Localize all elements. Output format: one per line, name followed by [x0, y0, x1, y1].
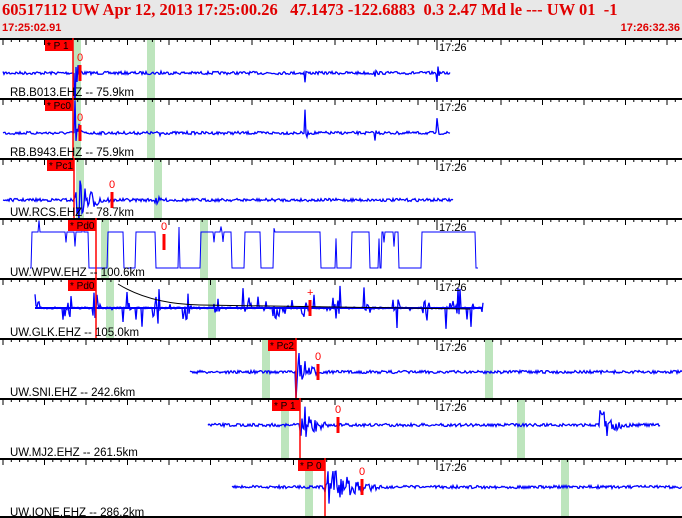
trace-panel[interactable]: 17:26 * P 1 0 RB.B013.EHZ -- 75.9km — [0, 38, 682, 109]
station-label: RB.B013.EHZ -- 75.9km — [10, 87, 134, 99]
phase-label-text: * Pc1 — [49, 161, 73, 172]
phase-label-text: * P 0 — [300, 461, 322, 472]
time-window — [200, 218, 208, 278]
station-label: UW.IONE.EHZ -- 286.2km — [10, 507, 144, 518]
time-window — [281, 398, 289, 458]
phase-pick-label[interactable] — [268, 340, 296, 351]
s-marker[interactable] — [308, 300, 312, 316]
s-marker-text: 0 — [77, 112, 83, 124]
tick-label: 17:26 — [439, 282, 467, 294]
tick-label: 17:26 — [439, 42, 467, 54]
phase-label-text: * P 1 — [274, 401, 296, 412]
end-time: 17:26:32.36 — [620, 22, 680, 34]
s-marker-text: 0 — [77, 52, 83, 64]
phase-pick-label[interactable] — [45, 100, 73, 111]
tick-label: 17:26 — [439, 222, 467, 234]
s-marker-text: + — [307, 287, 313, 299]
s-marker[interactable] — [110, 192, 114, 208]
seismogram-panels[interactable]: 17:26 * P 1 0 RB.B013.EHZ -- 75.9km 17:26 * P… — [0, 38, 682, 518]
phase-label-text: * Pc2 — [270, 341, 294, 352]
s-marker[interactable] — [162, 234, 166, 250]
tick-label: 17:26 — [439, 342, 467, 354]
s-marker[interactable] — [78, 65, 82, 81]
s-marker[interactable] — [78, 125, 82, 141]
trace-panel[interactable]: 17:26 * P 1 0 UW.MJ2.EHZ -- 261.5km — [0, 398, 682, 459]
phase-pick-label[interactable] — [47, 160, 74, 171]
phase-pick-label[interactable] — [68, 280, 96, 291]
station-label: UW.RCS.EHZ -- 78.7km — [10, 207, 134, 219]
waveform — [231, 470, 682, 504]
trace-panel[interactable]: 17:26 * Pc2 0 UW.SNI.EHZ -- 242.6km — [0, 338, 682, 400]
time-window — [262, 338, 270, 398]
waveform — [2, 100, 451, 141]
s-marker-text: 0 — [315, 351, 321, 363]
phase-label-text: * P 1 — [47, 41, 69, 52]
trace-panel[interactable]: 17:26 * P 0 0 UW.IONE.EHZ -- 286.2km — [0, 458, 682, 518]
waveform — [207, 406, 661, 437]
s-marker-text: 0 — [161, 221, 167, 233]
phase-pick-label[interactable] — [68, 220, 96, 231]
station-label: UW.SNI.EHZ -- 242.6km — [10, 387, 135, 399]
station-label: UW.WPW.EHZ -- 100.6km — [10, 267, 145, 279]
start-time: 17:25:02.91 — [2, 22, 62, 34]
phase-label-text: * Pc0 — [47, 101, 71, 112]
s-marker[interactable] — [360, 479, 364, 495]
tick-label: 17:26 — [439, 102, 467, 114]
time-window — [147, 38, 155, 98]
trace-panel[interactable]: 17:26 * Pc0 0 RB.B943.EHZ -- 75.9km — [0, 98, 682, 159]
waveform — [2, 65, 451, 109]
tick-label: 17:26 — [439, 462, 467, 474]
phase-label-text: * Pd0 — [70, 221, 95, 232]
station-label: UW.GLK.EHZ -- 105.0km — [10, 327, 139, 339]
station-label: RB.B943.EHZ -- 75.9km — [10, 147, 134, 159]
time-window — [485, 338, 493, 398]
phase-pick-label[interactable] — [298, 460, 325, 471]
waveform — [30, 220, 478, 269]
time-window — [73, 98, 81, 158]
time-window — [101, 218, 109, 278]
time-window — [517, 398, 525, 458]
s-marker-text: 0 — [109, 179, 115, 191]
event-title: 60517112 UW Apr 12, 2013 17:25:00.26 47.… — [2, 0, 618, 19]
s-marker[interactable] — [336, 417, 340, 433]
phase-pick-label[interactable] — [272, 400, 300, 411]
station-label: UW.MJ2.EHZ -- 261.5km — [10, 447, 138, 459]
time-window — [154, 158, 162, 218]
tick-label: 17:26 — [439, 402, 467, 414]
s-marker[interactable] — [316, 364, 320, 380]
waveform — [2, 180, 454, 221]
travel-time-curve — [117, 283, 471, 310]
phase-pick-label[interactable] — [45, 40, 73, 51]
s-marker-text: 0 — [335, 404, 341, 416]
tick-label: 17:26 — [439, 162, 467, 174]
trace-panel[interactable]: 17:26 * Pd0 + UW.GLK.EHZ -- 105.0km — [0, 278, 682, 339]
trace-panel[interactable]: 17:26 * Pd0 0 UW.WPW.EHZ -- 100.6km — [0, 218, 682, 279]
phase-label-text: * Pd0 — [70, 281, 95, 292]
event-header: 60517112 UW Apr 12, 2013 17:25:00.26 47.… — [0, 0, 682, 38]
waveform — [189, 352, 682, 400]
time-window — [147, 98, 155, 158]
s-marker-text: 0 — [359, 466, 365, 478]
trace-panel[interactable]: 17:26 * Pc1 0 UW.RCS.EHZ -- 78.7km — [0, 158, 682, 221]
time-window — [73, 38, 81, 98]
